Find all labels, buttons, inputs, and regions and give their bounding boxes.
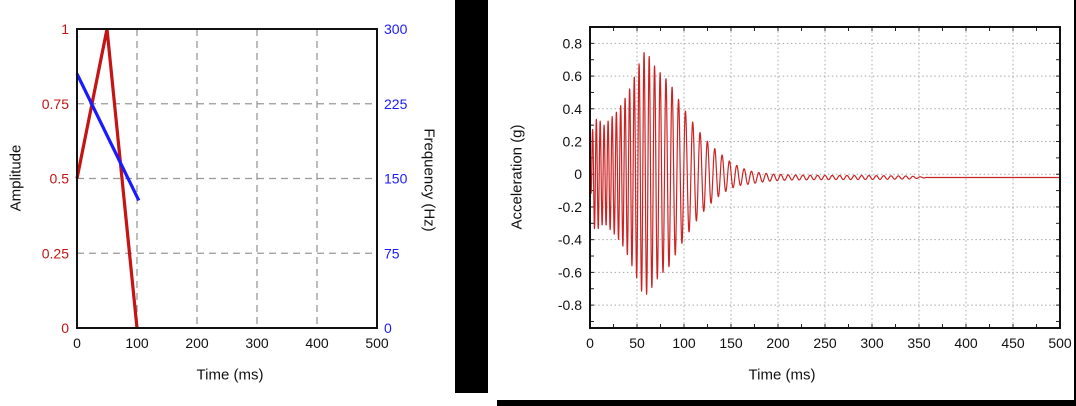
svg-text:0: 0 <box>384 320 392 336</box>
svg-text:150: 150 <box>384 171 408 187</box>
svg-text:75: 75 <box>384 245 400 261</box>
svg-text:0.75: 0.75 <box>42 96 69 112</box>
acceleration-plot: 0.8 0.6 0.4 0.2 0 -0.2 -0.4 -0.6 -0.8 0 50 100 150 20… <box>558 26 1072 351</box>
acceleration-chart-panel: 0.8 0.6 0.4 0.2 0 -0.2 -0.4 -0.6 -0.8 0 50 100 150 20… <box>490 0 1074 400</box>
svg-text:500: 500 <box>365 335 389 351</box>
svg-text:-0.2: -0.2 <box>558 199 582 215</box>
svg-text:0.25: 0.25 <box>42 245 69 261</box>
bottom-black-bar <box>497 400 1076 406</box>
svg-text:0.6: 0.6 <box>563 68 583 84</box>
svg-text:400: 400 <box>954 335 978 351</box>
left-chart-xaxis-title: Time (ms) <box>196 366 264 384</box>
svg-text:200: 200 <box>185 335 209 351</box>
svg-text:-0.8: -0.8 <box>558 297 582 313</box>
svg-text:0.2: 0.2 <box>563 134 583 150</box>
right-yaxis-title: Frequency (Hz) <box>420 128 438 232</box>
svg-text:0: 0 <box>574 166 582 182</box>
wavelet-definition-chart: 0 0.25 0.5 0.75 1 0 75 150 225 300 0 100 200 300 400 50… <box>0 0 455 406</box>
left-yaxis-title: Amplitude <box>7 144 25 212</box>
svg-text:0.8: 0.8 <box>563 35 583 51</box>
svg-text:225: 225 <box>384 96 408 112</box>
wavelet-definition-plot: 0 0.25 0.5 0.75 1 0 75 150 225 300 0 100 200 300 400 50… <box>42 21 408 351</box>
svg-text:400: 400 <box>305 335 329 351</box>
svg-text:300: 300 <box>384 21 408 37</box>
svg-text:300: 300 <box>245 335 269 351</box>
svg-text:200: 200 <box>766 335 790 351</box>
svg-text:0.5: 0.5 <box>50 171 70 187</box>
svg-text:0: 0 <box>61 320 69 336</box>
svg-text:100: 100 <box>672 335 696 351</box>
svg-text:1: 1 <box>61 21 69 37</box>
svg-text:300: 300 <box>860 335 884 351</box>
divider-band <box>455 0 488 393</box>
svg-text:500: 500 <box>1048 335 1072 351</box>
svg-text:250: 250 <box>813 335 837 351</box>
right-edge-bar <box>1074 0 1076 401</box>
svg-text:100: 100 <box>125 335 149 351</box>
svg-text:-0.4: -0.4 <box>558 232 582 248</box>
svg-text:-0.6: -0.6 <box>558 264 582 280</box>
svg-text:0: 0 <box>73 335 81 351</box>
acceleration-yaxis-title: Acceleration (g) <box>508 124 526 230</box>
svg-text:450: 450 <box>1001 335 1025 351</box>
svg-text:0.4: 0.4 <box>563 101 583 117</box>
svg-text:350: 350 <box>907 335 931 351</box>
right-chart-xaxis-title: Time (ms) <box>748 366 816 384</box>
svg-text:150: 150 <box>719 335 743 351</box>
svg-text:0: 0 <box>586 335 594 351</box>
svg-text:50: 50 <box>629 335 645 351</box>
